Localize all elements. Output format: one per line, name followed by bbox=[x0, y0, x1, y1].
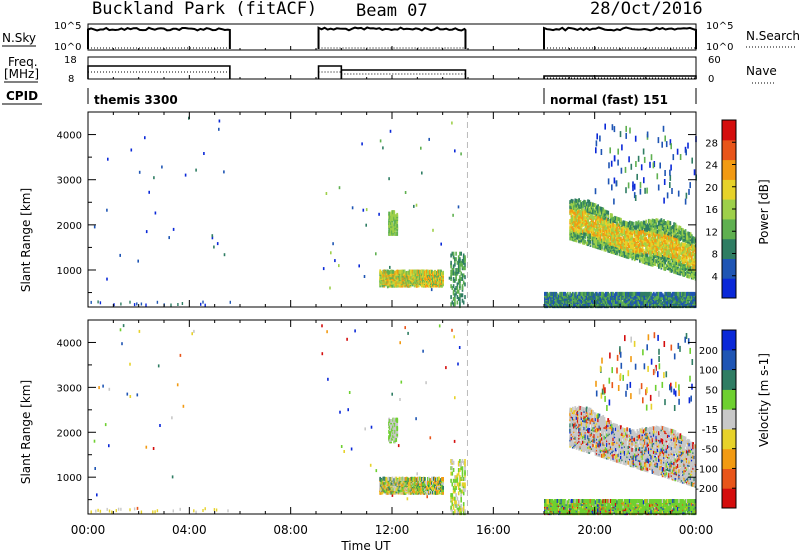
nsky-trace-seg-1 bbox=[319, 28, 466, 50]
nsearch-label: N.Search bbox=[746, 29, 800, 43]
xtick-label-1: 04:00 bbox=[172, 523, 207, 537]
ytick-label-0-0: 1000 bbox=[57, 266, 82, 277]
freq-bot-tick: 8 bbox=[68, 74, 74, 85]
cbar-swatch-0-0 bbox=[722, 278, 736, 298]
cbar-swatch-1-3 bbox=[722, 429, 736, 449]
velocity-panel: 1000 2000 3000 4000 bbox=[57, 320, 697, 515]
cbar-swatch-1-0 bbox=[722, 488, 736, 508]
cbar-swatch-1-2 bbox=[722, 449, 736, 469]
cpid-name-0: themis 3300 bbox=[94, 93, 178, 107]
beam-title: Beam 07 bbox=[356, 1, 428, 21]
cbar-swatch-0-3 bbox=[722, 219, 736, 239]
nsearch-bot-tick: 10^0 bbox=[706, 42, 733, 53]
xtick-label-3: 12:00 bbox=[375, 523, 410, 537]
power-cbar-label: Power [dB] bbox=[757, 179, 771, 244]
xtick-label-5: 20:00 bbox=[577, 523, 612, 537]
cbar-tick-0-5: 24 bbox=[705, 161, 718, 172]
cbar-tick-0-6: 28 bbox=[705, 138, 718, 149]
cbar-swatch-0-5 bbox=[722, 179, 736, 199]
nsky-trace-seg-0 bbox=[88, 28, 230, 49]
ytick-label-0-3: 4000 bbox=[57, 131, 82, 142]
nsky-trace-seg-2 bbox=[544, 28, 696, 50]
cbar-tick-0-0: 4 bbox=[712, 272, 718, 283]
freq-top-tick: 18 bbox=[64, 55, 77, 66]
cbar-tick-1-4: 15 bbox=[705, 405, 718, 416]
ytick-label-0-2: 3000 bbox=[57, 176, 82, 187]
ytick-label-1-0: 1000 bbox=[57, 473, 82, 484]
power-ylabel: Slant Range [km] bbox=[19, 188, 33, 292]
ytick-label-0-1: 2000 bbox=[57, 221, 82, 232]
nsky-top-tick: 10^5 bbox=[54, 21, 81, 32]
cbar-swatch-1-4 bbox=[722, 409, 736, 429]
cbar-swatch-1-5 bbox=[722, 389, 736, 409]
cbar-tick-1-7: 200 bbox=[699, 346, 718, 357]
cbar-swatch-1-8 bbox=[722, 330, 736, 350]
cbar-swatch-0-2 bbox=[722, 239, 736, 259]
velocity-cbar-label: Velocity [m s-1] bbox=[757, 353, 771, 447]
cbar-tick-1-0: -200 bbox=[695, 484, 718, 495]
cbar-tick-1-2: -50 bbox=[702, 445, 718, 456]
cbar-tick-1-6: 100 bbox=[699, 366, 718, 377]
nsky-bot-tick: 10^0 bbox=[54, 42, 81, 53]
power-panel: 1000 2000 3000 4000 bbox=[57, 112, 697, 308]
cbar-tick-1-3: -15 bbox=[702, 425, 718, 436]
nsearch-top-tick: 10^5 bbox=[706, 21, 733, 32]
cbar-swatch-1-7 bbox=[722, 350, 736, 370]
cbar-tick-1-5: 50 bbox=[705, 385, 718, 396]
cbar-tick-0-2: 12 bbox=[705, 227, 718, 238]
nave-bot-tick: 0 bbox=[708, 74, 714, 85]
cbar-swatch-1-6 bbox=[722, 370, 736, 390]
cbar-swatch-0-7 bbox=[722, 140, 736, 160]
freq-label-2: [MHz] bbox=[4, 67, 39, 81]
cbar-swatch-0-8 bbox=[722, 120, 736, 140]
date-title: 28/Oct/2016 bbox=[590, 0, 703, 19]
ytick-label-1-2: 3000 bbox=[57, 383, 82, 394]
cbar-swatch-1-1 bbox=[722, 468, 736, 488]
cpid-panel: themis 3300 normal (fast) 151 bbox=[88, 88, 696, 107]
cbar-tick-1-1: -100 bbox=[695, 464, 718, 475]
station-title: Buckland Park (fitACF) bbox=[92, 0, 317, 19]
ytick-label-1-3: 4000 bbox=[57, 338, 82, 349]
nsky-label: N.Sky bbox=[2, 31, 36, 45]
x-axis-label: Time UT bbox=[340, 539, 391, 553]
xtick-label-2: 08:00 bbox=[273, 523, 308, 537]
xtick-label-4: 16:00 bbox=[476, 523, 511, 537]
cbar-tick-0-1: 8 bbox=[712, 250, 718, 261]
cbar-tick-0-4: 20 bbox=[705, 183, 718, 194]
nave-label: Nave bbox=[746, 64, 777, 78]
power-colorbar: 4 8 12 16 20 24 28 bbox=[705, 120, 736, 299]
cbar-swatch-0-6 bbox=[722, 160, 736, 180]
cbar-tick-0-3: 16 bbox=[705, 205, 718, 216]
velocity-colorbar: -200 -100 -50 -15 15 50 100 200 bbox=[695, 330, 736, 509]
cpid-name-1: normal (fast) 151 bbox=[550, 93, 668, 107]
xtick-label-0: 00:00 bbox=[71, 523, 106, 537]
nave-top-tick: 60 bbox=[708, 55, 721, 66]
cpid-label: CPID bbox=[6, 89, 38, 103]
velocity-ylabel: Slant Range [km] bbox=[19, 380, 33, 484]
ytick-label-1-1: 2000 bbox=[57, 428, 82, 439]
xtick-label-6: 00:00 bbox=[679, 523, 714, 537]
